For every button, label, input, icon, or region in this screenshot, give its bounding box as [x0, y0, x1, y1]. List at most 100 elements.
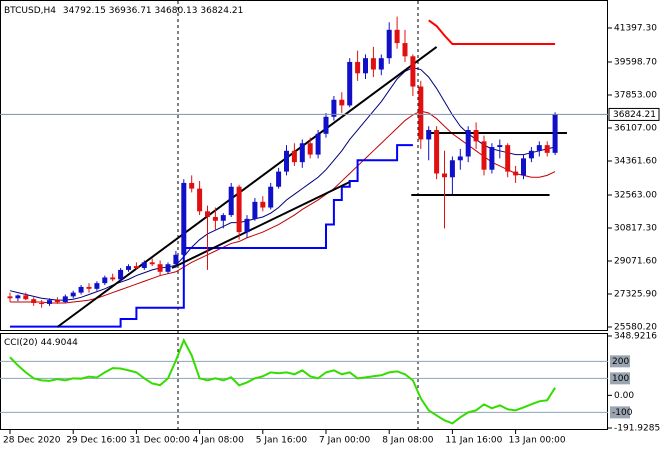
indicator-line	[9, 67, 556, 301]
level-label-box	[610, 406, 630, 419]
symbol: BTCUSD,H4	[4, 6, 56, 16]
candle-body	[7, 296, 13, 299]
level-label-box	[610, 355, 630, 368]
y-tick-label: 34361.60	[614, 156, 657, 166]
cci-header: CCI(20) 44.9044	[4, 338, 78, 348]
candle-body	[323, 116, 329, 134]
trend-line	[56, 46, 438, 328]
candle-body	[39, 302, 45, 304]
candle-body	[291, 150, 297, 163]
level-label: 200	[612, 357, 629, 367]
low-value: 34680.13	[155, 6, 198, 16]
y-tick-label: -191.9285	[614, 424, 660, 434]
candle-body	[189, 182, 195, 189]
trend-line	[171, 181, 351, 269]
y-tick-label: 29071.60	[614, 256, 657, 266]
open-value: 34792.15	[63, 6, 106, 16]
indicator-line	[428, 19, 556, 46]
candle-body	[141, 262, 147, 269]
candle-body	[339, 99, 345, 106]
candle-body	[449, 160, 455, 178]
candle-body	[78, 286, 84, 293]
candle-body	[70, 292, 76, 297]
candle-body	[15, 295, 21, 299]
cci-line	[9, 337, 556, 425]
chart-header: BTCUSD,H4 34792.15 36936.71 34680.13 368…	[4, 6, 243, 16]
candle-body	[528, 150, 534, 159]
y-tick-label: 25580.20	[614, 322, 657, 332]
candle-body	[497, 145, 503, 148]
candle-body	[252, 201, 258, 219]
candle-body	[94, 283, 100, 289]
y-tick-label: 30817.30	[614, 223, 657, 233]
candle-body	[173, 254, 179, 265]
candle-body	[284, 150, 289, 172]
candle-body	[386, 29, 392, 59]
candle-body	[181, 182, 187, 255]
main-panel-border	[0, 0, 608, 331]
candle-body	[347, 61, 353, 106]
candle-body	[260, 201, 266, 208]
y-tick-label: 36107.00	[614, 123, 657, 133]
cci-title: CCI(20)	[4, 338, 38, 348]
candle-body	[457, 156, 463, 161]
x-tick-label: 4 Jan 08:00	[193, 436, 245, 446]
candle-body	[370, 58, 376, 70]
candle-body	[236, 186, 242, 233]
x-tick-label: 28 Dec 2020	[3, 436, 61, 446]
x-tick-label: 13 Jan 00:00	[509, 436, 566, 446]
high-value: 36936.71	[109, 6, 152, 16]
candle-body	[544, 145, 550, 153]
cci-panel-border	[0, 333, 608, 430]
level-label-box	[610, 372, 630, 385]
candle-body	[31, 299, 37, 303]
x-tick-label: 31 Dec 00:00	[129, 436, 190, 446]
candle-body	[212, 216, 218, 221]
close-value: 36824.21	[200, 6, 243, 16]
cci-value: 44.9044	[41, 338, 78, 348]
last-price-label: 36824.21	[613, 110, 656, 120]
candle-body	[355, 61, 361, 74]
y-tick-label: 32563.00	[614, 190, 657, 200]
level-label: 100	[612, 374, 629, 384]
candle-body	[157, 264, 163, 272]
last-price-box	[608, 107, 660, 121]
candle-body	[54, 300, 60, 303]
level-label: -100	[612, 408, 633, 418]
candle-body	[62, 296, 68, 303]
plot-layer	[0, 16, 608, 425]
candle-body	[331, 99, 337, 117]
candle-body	[126, 266, 131, 270]
candle-body	[299, 143, 305, 163]
candle-body	[197, 188, 203, 212]
candle-body	[481, 141, 487, 170]
candle-body	[47, 300, 52, 304]
candle-body	[465, 130, 471, 157]
y-tick-label: 41397.30	[614, 23, 657, 33]
candle-body	[363, 58, 368, 74]
x-tick-label: 11 Jan 16:00	[445, 436, 502, 446]
candle-body	[513, 171, 519, 176]
candle-body	[165, 264, 171, 272]
x-tick-label: 29 Dec 16:00	[66, 436, 127, 446]
candle-body	[23, 295, 29, 300]
candle-body	[244, 218, 250, 233]
candle-body	[489, 147, 495, 170]
candle-body	[536, 145, 542, 151]
y-tick-label: 39598.70	[614, 57, 657, 67]
candle-body	[402, 43, 408, 57]
candle-body	[418, 86, 424, 140]
y-tick-label: 37853.00	[614, 90, 657, 100]
candle-body	[118, 269, 124, 280]
candle-body	[228, 186, 234, 216]
x-tick-label: 5 Jan 16:00	[256, 436, 308, 446]
candle-body	[205, 211, 210, 217]
candle-body	[86, 286, 92, 289]
candle-body	[110, 277, 116, 280]
y-tick-label: 348.9216	[614, 332, 657, 342]
candle-body	[394, 29, 400, 44]
candle-body	[552, 114, 558, 153]
y-tick-label: 27325.90	[614, 289, 657, 299]
candle-body	[410, 56, 416, 87]
